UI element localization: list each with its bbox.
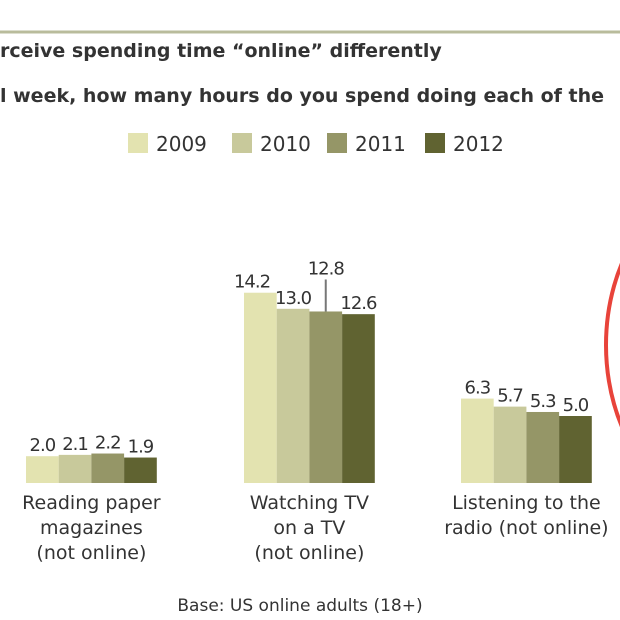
value-label: 14.2: [234, 272, 270, 293]
category-label: magazines: [40, 517, 143, 539]
legend: 2009 2010 2011 2012: [128, 132, 504, 156]
bar-2011-1: [309, 311, 343, 483]
value-label: 12.6: [340, 293, 377, 314]
category-label: Watching TV: [250, 492, 369, 514]
bar-2011-2: [526, 411, 560, 483]
value-label: 2.2: [95, 433, 121, 454]
legend-swatch-2010: [232, 133, 252, 153]
bar-2009-0: [26, 456, 59, 483]
category-labels: Reading paper magazines (not online) Watchi…: [22, 492, 608, 564]
legend-label-2009: 2009: [156, 132, 207, 156]
category-label: (not online): [36, 542, 146, 564]
legend-swatch-2009: [128, 133, 148, 153]
category-label: Reading paper: [22, 492, 161, 514]
chart-title: rceive spending time “online” differentl…: [0, 40, 442, 62]
value-label: 5.7: [497, 386, 523, 407]
value-label: 12.8: [308, 258, 345, 279]
legend-swatch-2012: [425, 133, 445, 153]
bar-2009-1: [244, 292, 277, 483]
category-label: radio (not online): [444, 517, 608, 539]
value-label: 1.9: [128, 437, 154, 458]
chart-subtitle: l week, how many hours do you spend doin…: [0, 85, 604, 107]
bar-2009-2: [461, 398, 494, 483]
footnote: Base: US online adults (18+): [177, 596, 422, 616]
legend-swatch-2011: [327, 133, 347, 153]
bar-2010-1: [276, 308, 310, 483]
bar-2011-0: [91, 453, 125, 483]
bar-2012-0: [124, 457, 157, 483]
category-label: on a TV: [273, 517, 345, 539]
bar-2012-1: [342, 314, 375, 483]
value-label: 5.0: [563, 395, 589, 416]
category-label: Listening to the: [452, 492, 601, 514]
bar-2010-0: [58, 454, 92, 483]
legend-label-2010: 2010: [260, 132, 311, 156]
red-circle-annotation: [604, 262, 620, 428]
bar-2010-2: [493, 406, 527, 483]
value-label: 6.3: [465, 378, 491, 399]
category-label: (not online): [254, 542, 364, 564]
value-label: 13.0: [275, 288, 312, 309]
value-label: 2.1: [62, 434, 88, 455]
legend-label-2011: 2011: [355, 132, 406, 156]
legend-label-2012: 2012: [453, 132, 504, 156]
value-label: 5.3: [530, 391, 556, 412]
bars: 2.0 2.1 2.2 1.9 14.213.0 12.8 12.6 6.3 5.7 5.3 5.0: [26, 258, 592, 483]
bar-2012-2: [559, 416, 592, 483]
value-label: 2.0: [30, 435, 56, 456]
